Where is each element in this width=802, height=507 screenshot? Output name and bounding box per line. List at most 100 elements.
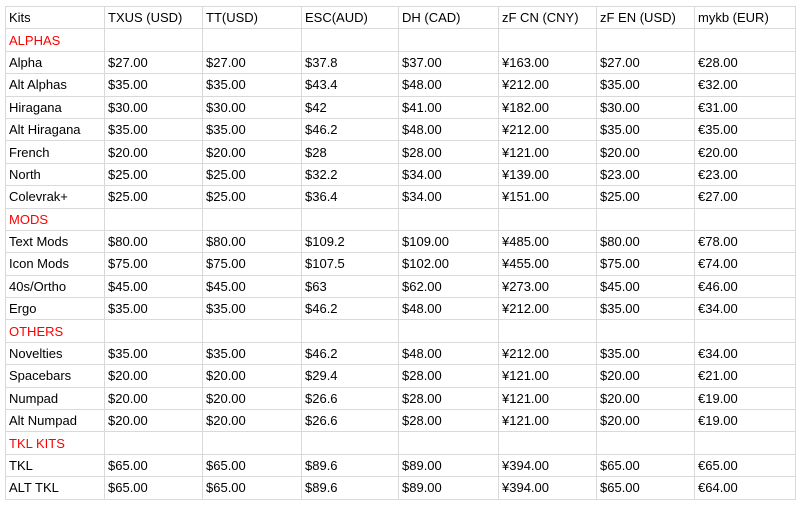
- kit-name-cell[interactable]: TKL: [5, 453, 105, 478]
- price-cell[interactable]: $20.00: [202, 386, 302, 411]
- price-cell[interactable]: $109.2: [301, 229, 399, 254]
- price-cell[interactable]: $89.00: [398, 476, 499, 500]
- price-cell[interactable]: $23.00: [596, 162, 695, 187]
- empty-cell[interactable]: [596, 431, 695, 455]
- price-cell[interactable]: $37.00: [398, 50, 499, 75]
- price-cell[interactable]: $48.00: [398, 297, 499, 321]
- price-cell[interactable]: $46.2: [301, 341, 399, 366]
- price-cell[interactable]: $20.00: [596, 409, 695, 433]
- empty-cell[interactable]: [301, 319, 399, 343]
- price-cell[interactable]: $27.00: [596, 50, 695, 75]
- kit-name-cell[interactable]: Colevrak+: [5, 185, 105, 209]
- empty-cell[interactable]: [498, 207, 597, 231]
- price-cell[interactable]: $46.2: [301, 117, 399, 142]
- price-cell[interactable]: $43.4: [301, 73, 399, 97]
- section-label[interactable]: TKL KITS: [5, 431, 105, 455]
- price-cell[interactable]: $25.00: [596, 185, 695, 209]
- price-cell[interactable]: ¥394.00: [498, 476, 597, 500]
- price-cell[interactable]: ¥121.00: [498, 140, 597, 164]
- price-cell[interactable]: $28: [301, 140, 399, 164]
- price-cell[interactable]: $75.00: [202, 252, 302, 276]
- price-cell[interactable]: $35.00: [596, 341, 695, 366]
- empty-cell[interactable]: [398, 431, 499, 455]
- price-cell[interactable]: $29.4: [301, 364, 399, 388]
- price-cell[interactable]: $89.6: [301, 453, 399, 478]
- section-label[interactable]: MODS: [5, 207, 105, 231]
- empty-cell[interactable]: [398, 319, 499, 343]
- kit-name-cell[interactable]: ALT TKL: [5, 476, 105, 500]
- price-cell[interactable]: $35.00: [596, 117, 695, 142]
- price-cell[interactable]: ¥182.00: [498, 95, 597, 119]
- price-cell[interactable]: $63: [301, 274, 399, 299]
- empty-cell[interactable]: [104, 207, 203, 231]
- empty-cell[interactable]: [596, 28, 695, 52]
- price-cell[interactable]: €20.00: [694, 140, 796, 164]
- price-cell[interactable]: $89.00: [398, 453, 499, 478]
- price-cell[interactable]: $27.00: [202, 50, 302, 75]
- price-cell[interactable]: $20.00: [202, 364, 302, 388]
- column-header[interactable]: TXUS (USD): [104, 5, 203, 30]
- empty-cell[interactable]: [202, 319, 302, 343]
- price-cell[interactable]: ¥121.00: [498, 386, 597, 411]
- empty-cell[interactable]: [498, 28, 597, 52]
- price-cell[interactable]: $35.00: [596, 73, 695, 97]
- price-cell[interactable]: $34.00: [398, 185, 499, 209]
- column-header[interactable]: TT(USD): [202, 5, 302, 30]
- empty-cell[interactable]: [301, 207, 399, 231]
- price-cell[interactable]: €31.00: [694, 95, 796, 119]
- price-cell[interactable]: €65.00: [694, 453, 796, 478]
- empty-cell[interactable]: [694, 28, 796, 52]
- price-cell[interactable]: $109.00: [398, 229, 499, 254]
- kit-name-cell[interactable]: Alt Hiragana: [5, 117, 105, 142]
- price-cell[interactable]: €32.00: [694, 73, 796, 97]
- price-cell[interactable]: $102.00: [398, 252, 499, 276]
- price-cell[interactable]: $25.00: [104, 185, 203, 209]
- price-cell[interactable]: $45.00: [596, 274, 695, 299]
- price-cell[interactable]: $48.00: [398, 341, 499, 366]
- kit-name-cell[interactable]: Novelties: [5, 341, 105, 366]
- price-cell[interactable]: $20.00: [202, 409, 302, 433]
- price-cell[interactable]: ¥485.00: [498, 229, 597, 254]
- price-cell[interactable]: $45.00: [202, 274, 302, 299]
- price-cell[interactable]: €19.00: [694, 409, 796, 433]
- price-cell[interactable]: $25.00: [202, 162, 302, 187]
- price-cell[interactable]: $35.00: [202, 341, 302, 366]
- price-cell[interactable]: ¥394.00: [498, 453, 597, 478]
- kit-name-cell[interactable]: Ergo: [5, 297, 105, 321]
- price-cell[interactable]: $35.00: [202, 297, 302, 321]
- price-cell[interactable]: $27.00: [104, 50, 203, 75]
- price-cell[interactable]: $75.00: [596, 252, 695, 276]
- price-cell[interactable]: $30.00: [202, 95, 302, 119]
- kit-name-cell[interactable]: Spacebars: [5, 364, 105, 388]
- price-cell[interactable]: $65.00: [596, 453, 695, 478]
- price-cell[interactable]: $25.00: [202, 185, 302, 209]
- empty-cell[interactable]: [301, 28, 399, 52]
- column-header[interactable]: DH (CAD): [398, 5, 499, 30]
- price-cell[interactable]: ¥273.00: [498, 274, 597, 299]
- price-cell[interactable]: $35.00: [202, 73, 302, 97]
- column-header[interactable]: zF EN (USD): [596, 5, 695, 30]
- kit-name-cell[interactable]: Numpad: [5, 386, 105, 411]
- column-header[interactable]: Kits: [5, 5, 105, 30]
- price-cell[interactable]: €35.00: [694, 117, 796, 142]
- kit-name-cell[interactable]: Alt Numpad: [5, 409, 105, 433]
- empty-cell[interactable]: [596, 207, 695, 231]
- price-cell[interactable]: $20.00: [596, 364, 695, 388]
- kit-name-cell[interactable]: Alt Alphas: [5, 73, 105, 97]
- empty-cell[interactable]: [694, 431, 796, 455]
- price-cell[interactable]: €23.00: [694, 162, 796, 187]
- price-cell[interactable]: €34.00: [694, 297, 796, 321]
- kit-name-cell[interactable]: 40s/Ortho: [5, 274, 105, 299]
- price-cell[interactable]: $48.00: [398, 117, 499, 142]
- price-cell[interactable]: $35.00: [596, 297, 695, 321]
- price-cell[interactable]: $42: [301, 95, 399, 119]
- empty-cell[interactable]: [104, 431, 203, 455]
- price-cell[interactable]: €34.00: [694, 341, 796, 366]
- price-cell[interactable]: $28.00: [398, 409, 499, 433]
- price-cell[interactable]: $35.00: [202, 117, 302, 142]
- price-cell[interactable]: ¥212.00: [498, 117, 597, 142]
- empty-cell[interactable]: [694, 207, 796, 231]
- empty-cell[interactable]: [202, 28, 302, 52]
- price-cell[interactable]: $28.00: [398, 140, 499, 164]
- section-label[interactable]: OTHERS: [5, 319, 105, 343]
